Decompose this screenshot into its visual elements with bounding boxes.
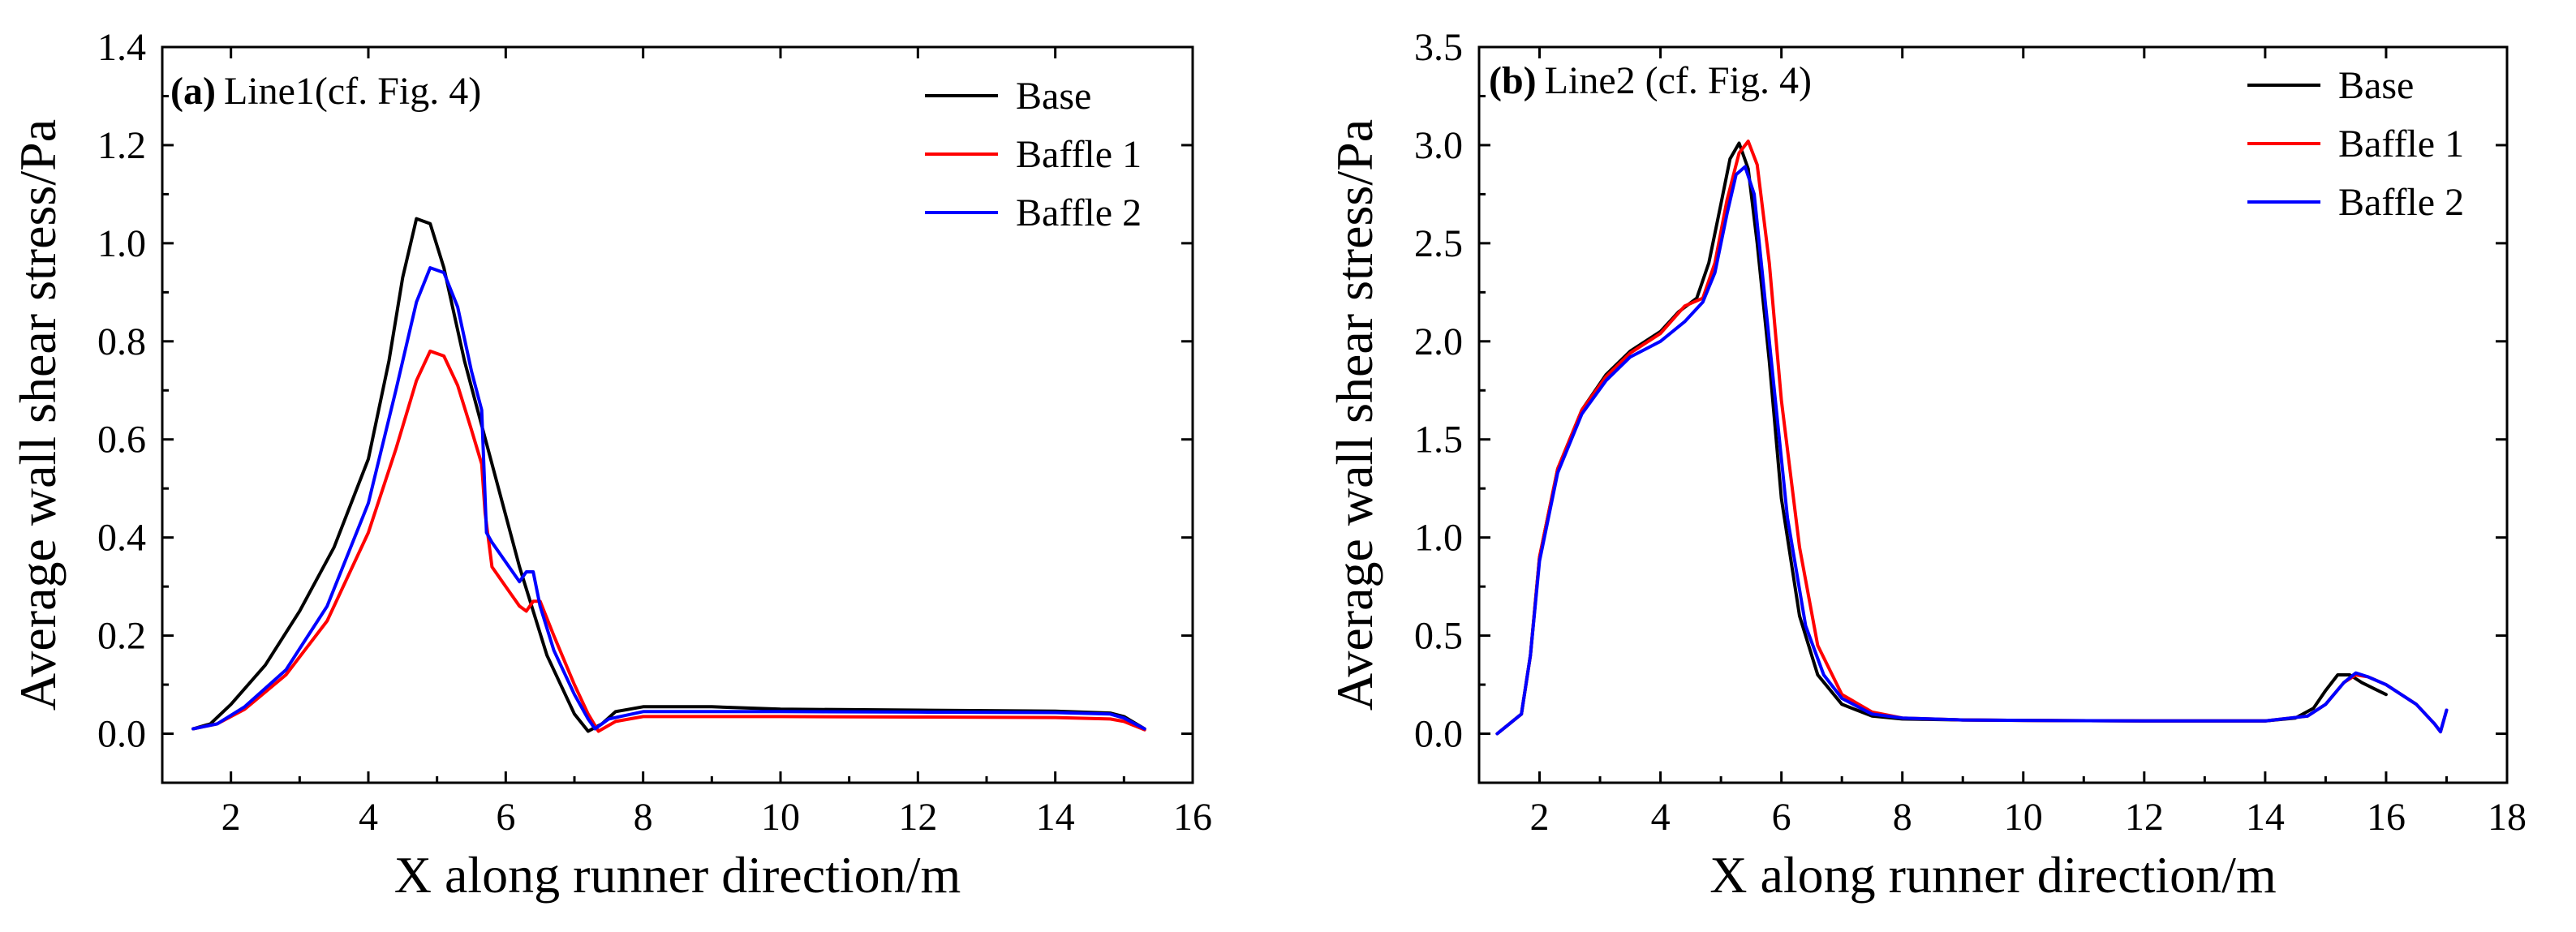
x-tick-label: 8 — [634, 796, 653, 839]
series-line-baffle-2 — [191, 266, 1146, 731]
y-axis-title: Average wall shear stress/Pa — [9, 119, 67, 711]
y-tick-label: 1.0 — [1414, 517, 1463, 560]
y-tick-label: 0.8 — [97, 320, 146, 363]
y-tick-label: 1.5 — [1414, 419, 1463, 462]
legend-label: Baffle 2 — [1016, 191, 1142, 234]
x-tick-label: 8 — [1893, 796, 1912, 839]
panel-title: (a) Line1(cf. Fig. 4) — [170, 70, 481, 113]
legend-label: Baffle 1 — [2338, 122, 2464, 165]
x-tick-label: 16 — [1173, 796, 1212, 839]
x-axis-title: X along runner direction/m — [1709, 846, 2276, 904]
y-tick-label: 0.0 — [1414, 713, 1463, 756]
y-tick-label: 0.6 — [97, 419, 146, 462]
y-tick-label: 3.5 — [1414, 26, 1463, 69]
x-tick-label: 4 — [1651, 796, 1671, 839]
y-tick-label: 0.5 — [1414, 615, 1463, 658]
legend-label: Base — [2338, 64, 2414, 107]
x-tick-label: 14 — [1036, 796, 1075, 839]
y-tick-label: 2.5 — [1414, 222, 1463, 265]
x-tick-label: 4 — [359, 796, 378, 839]
y-tick-label: 1.4 — [97, 26, 146, 69]
y-tick-label: 0.2 — [97, 615, 146, 658]
panel-title-text: Line1(cf. Fig. 4) — [224, 70, 481, 113]
legend-label: Base — [1016, 75, 1091, 118]
x-tick-label: 10 — [2004, 796, 2043, 839]
y-tick-label: 1.0 — [97, 222, 146, 265]
panel-title-text: Line2 (cf. Fig. 4) — [1545, 59, 1812, 102]
x-tick-label: 14 — [2246, 796, 2285, 839]
panel-tag: (b) — [1489, 59, 1537, 102]
plot-frame — [161, 45, 1194, 784]
x-tick-label: 2 — [221, 796, 241, 839]
x-tick-label: 2 — [1530, 796, 1550, 839]
y-tick-label: 0.0 — [97, 713, 146, 756]
series-line-baffle-1 — [1495, 140, 2449, 736]
legend-label: Baffle 1 — [1016, 133, 1142, 176]
y-axis-title: Average wall shear stress/Pa — [1326, 119, 1383, 711]
panel-b: 2 4 6 8 10 12 14 16 18 0.0 0.5 1.0 1.5 2.0 2.5 3.0 3.5 X … — [1326, 26, 2527, 904]
x-tick-label: 10 — [761, 796, 800, 839]
y-tick-label: 3.0 — [1414, 124, 1463, 167]
panel-title: (b) Line2 (cf. Fig. 4) — [1489, 59, 1812, 102]
x-tick-label: 18 — [2488, 796, 2527, 839]
series-line-base — [1495, 141, 2388, 736]
series-line-baffle-1 — [191, 349, 1146, 733]
y-tick-label: 2.0 — [1414, 320, 1463, 363]
x-tick-label: 16 — [2367, 796, 2406, 839]
y-tick-label: 1.2 — [97, 124, 146, 167]
series-line-baffle-2 — [1495, 165, 2449, 736]
plot-frame — [1477, 45, 2509, 784]
x-tick-label: 6 — [1772, 796, 1791, 839]
x-tick-label: 6 — [496, 796, 515, 839]
series-line-base — [191, 217, 1146, 733]
panel-a: 2 4 6 8 10 12 14 16 0.0 0.2 0.4 0.6 0.8 1.0 1.2 1.4 X al… — [9, 26, 1212, 904]
panel-tag: (a) — [170, 70, 216, 113]
x-tick-label: 12 — [898, 796, 937, 839]
legend-label: Baffle 2 — [2338, 181, 2464, 224]
x-axis-title: X along runner direction/m — [394, 846, 961, 904]
x-tick-label: 12 — [2125, 796, 2164, 839]
y-tick-label: 0.4 — [97, 517, 146, 560]
